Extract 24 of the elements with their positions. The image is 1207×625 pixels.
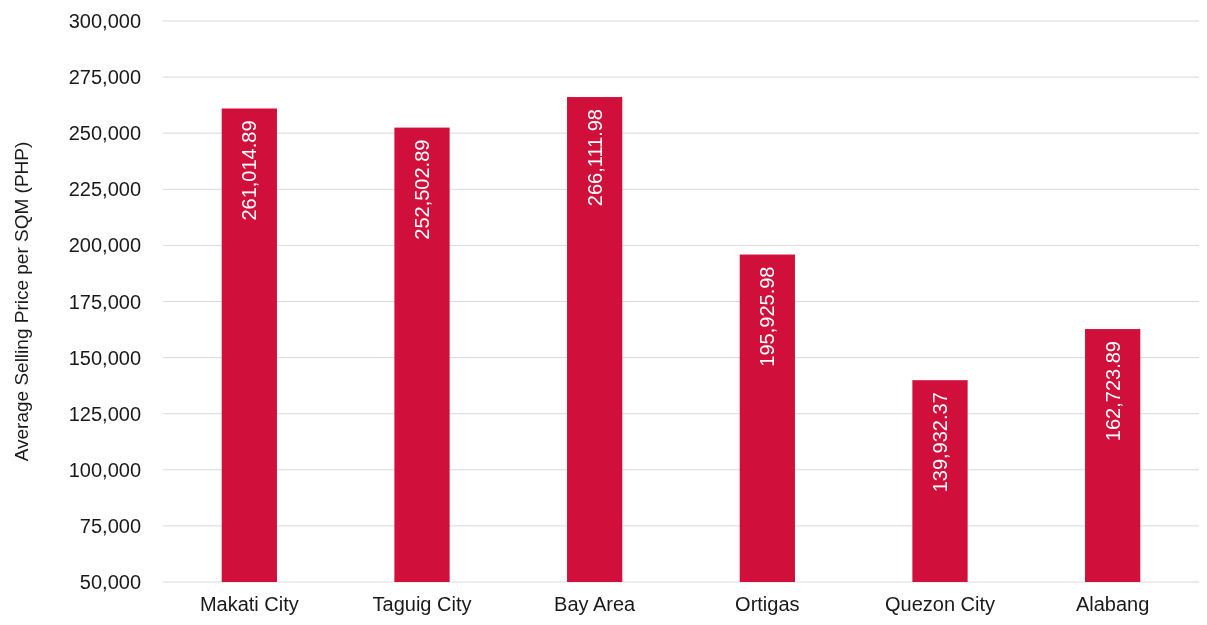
data-label: 162,723.89 xyxy=(1101,341,1124,442)
x-tick-label: Ortigas xyxy=(735,593,800,615)
y-tick-label: 200,000 xyxy=(68,234,141,257)
y-tick-label: 275,000 xyxy=(68,66,141,89)
y-tick-label: 250,000 xyxy=(68,122,141,145)
y-tick-label: 50,000 xyxy=(79,571,141,593)
data-label: 266,111.98 xyxy=(583,109,606,207)
x-tick-label: Quezon City xyxy=(884,593,996,615)
y-tick-label: 100,000 xyxy=(68,458,141,481)
y-tick-label: 175,000 xyxy=(68,290,141,313)
y-tick-label: 75,000 xyxy=(79,514,141,537)
y-axis-title: Average Selling Price per SQM (PHP) xyxy=(11,141,32,462)
y-tick-label: 225,000 xyxy=(68,178,141,201)
data-label: 139,932.37 xyxy=(929,392,951,493)
x-tick-label: Taguig City xyxy=(372,593,472,615)
data-label: 195,925.98 xyxy=(756,266,779,367)
data-label: 261,014.89 xyxy=(238,120,261,221)
x-tick-label: Bay Area xyxy=(554,593,637,615)
x-tick-label: Makati City xyxy=(199,593,299,615)
data-label: 252,502.89 xyxy=(411,139,433,240)
y-tick-label: 125,000 xyxy=(68,402,141,425)
y-tick-label: 150,000 xyxy=(68,346,141,369)
y-tick-label: 300,000 xyxy=(68,10,141,32)
x-tick-label: Alabang xyxy=(1075,593,1150,615)
